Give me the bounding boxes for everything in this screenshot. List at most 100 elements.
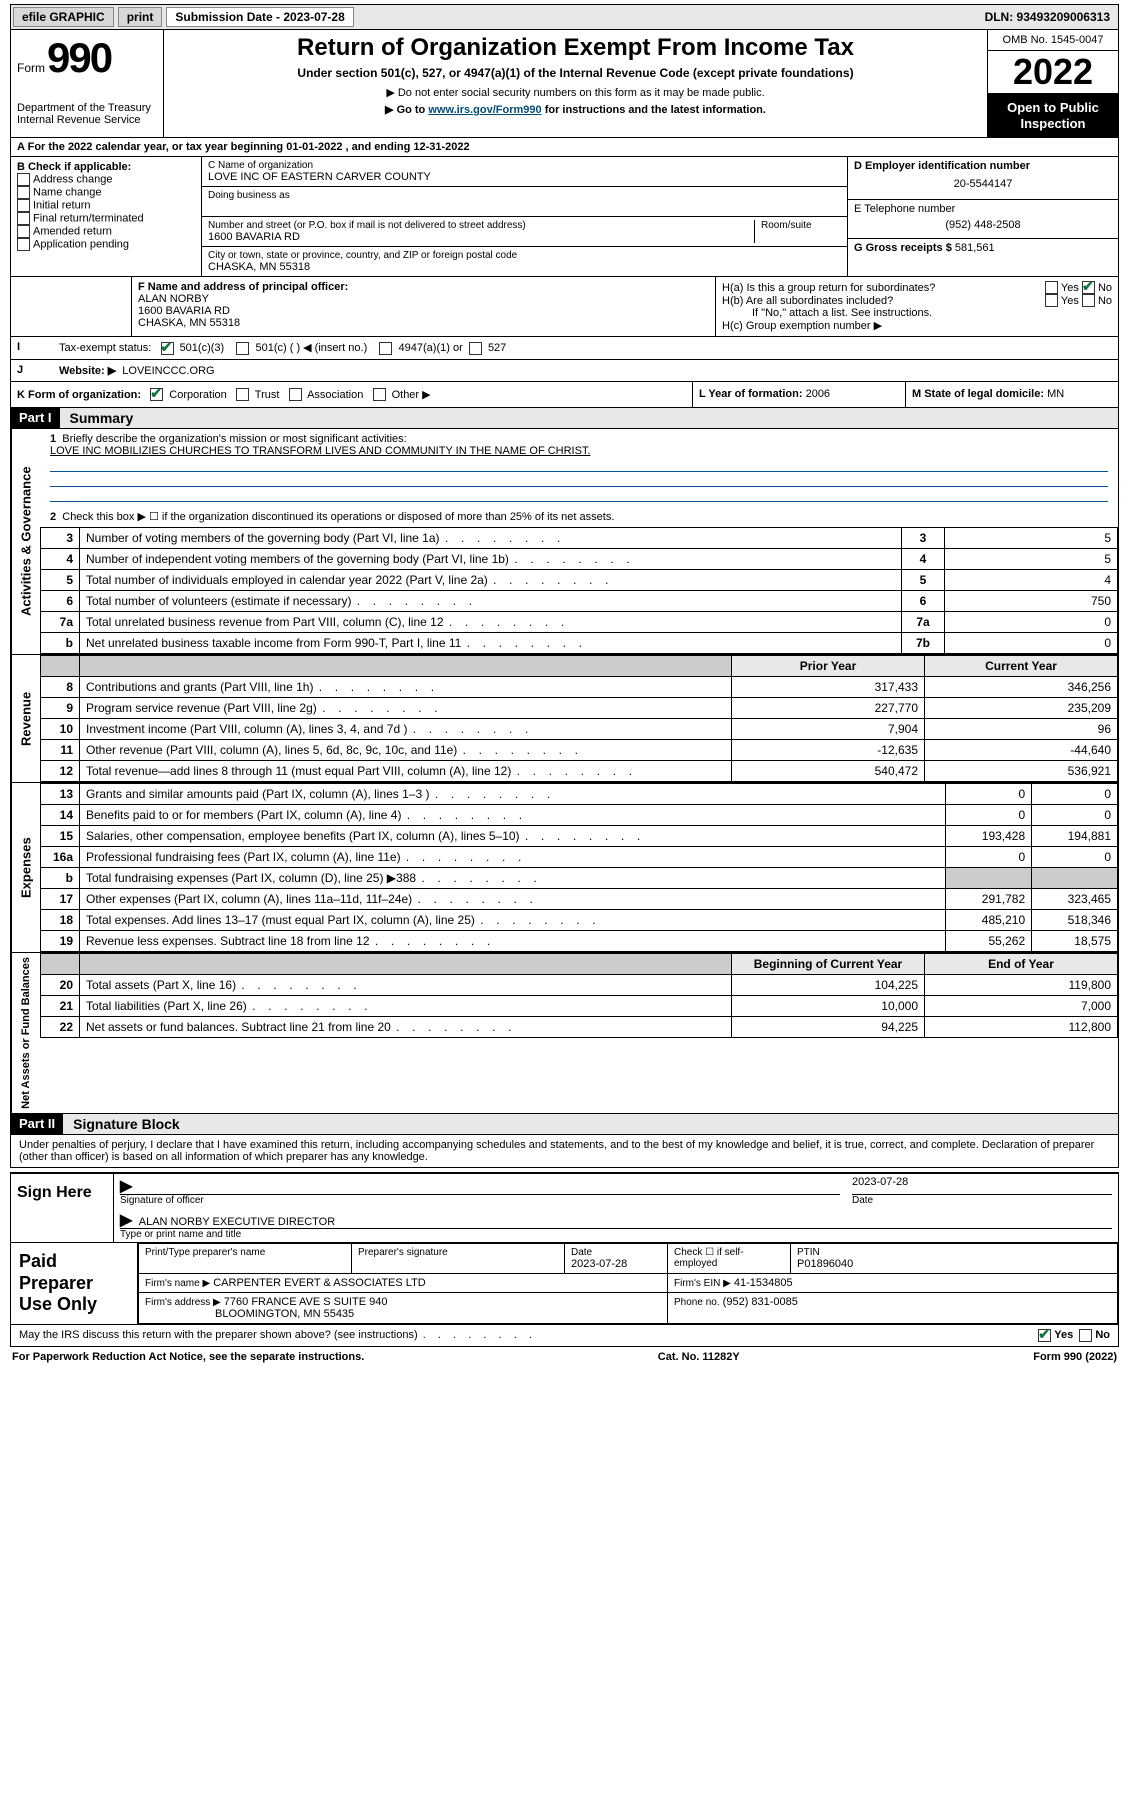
b-item-4: Amended return	[33, 226, 112, 238]
discuss-text: May the IRS discuss this return with the…	[19, 1329, 1038, 1342]
i-4947: 4947(a)(1) or	[399, 342, 463, 354]
part2-title: Signature Block	[63, 1114, 1118, 1134]
chk-assoc[interactable]	[289, 388, 302, 401]
chk-address-change[interactable]	[17, 173, 30, 186]
part1-title: Summary	[60, 408, 1118, 428]
city-label: City or town, state or province, country…	[208, 250, 841, 261]
k-trust: Trust	[255, 389, 280, 401]
firmein-lbl: Firm's EIN ▶	[674, 1278, 731, 1289]
officer-street: 1600 BAVARIA RD	[138, 305, 709, 317]
hb-note: If "No," attach a list. See instructions…	[722, 307, 1112, 319]
chk-501c3[interactable]	[161, 342, 174, 355]
side-rev: Revenue	[11, 655, 40, 782]
firmaddr-lbl: Firm's address ▶	[145, 1297, 221, 1308]
pcheck: Check ☐ if self-employed	[668, 1244, 791, 1274]
section-fh: F Name and address of principal officer:…	[10, 277, 1119, 337]
hb-no-lbl: No	[1098, 295, 1112, 307]
table-row: bTotal fundraising expenses (Part IX, co…	[41, 868, 1118, 889]
table-row: 10Investment income (Part VIII, column (…	[41, 719, 1118, 740]
line1-label: Briefly describe the organization's miss…	[62, 433, 406, 445]
table-row: bNet unrelated business taxable income f…	[41, 633, 1118, 654]
phone-value: (952) 448-2508	[854, 215, 1112, 235]
form990-link[interactable]: www.irs.gov/Form990	[428, 104, 541, 116]
officer-city: CHASKA, MN 55318	[138, 317, 709, 329]
chk-trust[interactable]	[236, 388, 249, 401]
declaration: Under penalties of perjury, I declare th…	[10, 1135, 1119, 1168]
form-word: Form	[17, 61, 45, 75]
section-bcde: B Check if applicable: Address change Na…	[10, 157, 1119, 277]
chk-527[interactable]	[469, 342, 482, 355]
ha-no[interactable]	[1082, 281, 1095, 294]
table-row: 12Total revenue—add lines 8 through 11 (…	[41, 761, 1118, 782]
side-net: Net Assets or Fund Balances	[11, 953, 40, 1113]
hb-yes-lbl: Yes	[1061, 295, 1079, 307]
g-label: G Gross receipts $	[854, 242, 952, 254]
chk-other[interactable]	[373, 388, 386, 401]
table-row: 3Number of voting members of the governi…	[41, 528, 1118, 549]
chk-app-pending[interactable]	[17, 238, 30, 251]
chk-initial-return[interactable]	[17, 199, 30, 212]
table-row: 8Contributions and grants (Part VIII, li…	[41, 677, 1118, 698]
chk-501c[interactable]	[236, 342, 249, 355]
chk-amended[interactable]	[17, 225, 30, 238]
goto-pre: ▶ Go to	[385, 104, 428, 116]
table-row: 19Revenue less expenses. Subtract line 1…	[41, 931, 1118, 952]
gross-receipts: 581,561	[955, 242, 995, 254]
dept-treasury: Department of the Treasury	[17, 102, 157, 114]
table-row: 20Total assets (Part X, line 16)104,2251…	[41, 975, 1118, 996]
tax-year: 2022	[988, 51, 1118, 94]
discuss-yes[interactable]	[1038, 1329, 1051, 1342]
b-item-0: Address change	[33, 174, 113, 186]
foot-right: Form 990 (2022)	[1033, 1351, 1117, 1363]
table-row: 16aProfessional fundraising fees (Part I…	[41, 847, 1118, 868]
discuss-no[interactable]	[1079, 1329, 1092, 1342]
hb-yes[interactable]	[1045, 294, 1058, 307]
ssn-warning: ▶ Do not enter social security numbers o…	[170, 86, 981, 99]
date-lbl: Date	[852, 1195, 1112, 1206]
hb-no[interactable]	[1082, 294, 1095, 307]
d-label: D Employer identification number	[854, 160, 1112, 172]
j-label: Website: ▶	[59, 365, 116, 377]
exp-table: 13Grants and similar amounts paid (Part …	[40, 783, 1118, 952]
paid-label: Paid Preparer Use Only	[11, 1243, 138, 1324]
foot-left: For Paperwork Reduction Act Notice, see …	[12, 1351, 364, 1363]
table-row: 17Other expenses (Part IX, column (A), l…	[41, 889, 1118, 910]
print-btn[interactable]: print	[118, 7, 163, 27]
paid-preparer-block: Paid Preparer Use Only Print/Type prepar…	[10, 1243, 1119, 1325]
b-item-1: Name change	[33, 187, 102, 199]
chk-4947[interactable]	[379, 342, 392, 355]
chk-corp[interactable]	[150, 388, 163, 401]
org-name: LOVE INC OF EASTERN CARVER COUNTY	[208, 171, 841, 183]
exp-block: Expenses 13Grants and similar amounts pa…	[10, 783, 1119, 953]
form-header: Form 990 Department of the Treasury Inte…	[10, 30, 1119, 138]
chk-final-return[interactable]	[17, 212, 30, 225]
firmaddr1: 7760 FRANCE AVE S SUITE 940	[224, 1296, 388, 1308]
gov-block: Activities & Governance 1 Briefly descri…	[10, 429, 1119, 655]
part2-header: Part II Signature Block	[10, 1114, 1119, 1135]
ha-no-lbl: No	[1098, 282, 1112, 294]
table-row: 18Total expenses. Add lines 13–17 (must …	[41, 910, 1118, 931]
b-label: B Check if applicable:	[17, 161, 195, 173]
form-title: Return of Organization Exempt From Incom…	[170, 34, 981, 62]
side-gov: Activities & Governance	[11, 429, 40, 654]
hb-label: H(b) Are all subordinates included?	[722, 295, 1045, 307]
form-number: 990	[47, 34, 111, 82]
efile-btn[interactable]: efile GRAPHIC	[13, 7, 114, 27]
table-row: 14Benefits paid to or for members (Part …	[41, 805, 1118, 826]
chk-name-change[interactable]	[17, 186, 30, 199]
omb-number: OMB No. 1545-0047	[988, 30, 1118, 51]
table-header: Beginning of Current YearEnd of Year	[41, 954, 1118, 975]
k-other: Other ▶	[392, 389, 431, 401]
ha-yes[interactable]	[1045, 281, 1058, 294]
ha-yes-lbl: Yes	[1061, 282, 1079, 294]
goto-post: for instructions and the latest informat…	[545, 104, 766, 116]
m-label: M State of legal domicile:	[912, 388, 1044, 400]
phone-lbl: Phone no.	[674, 1297, 720, 1308]
sig-officer-lbl: Signature of officer	[120, 1195, 840, 1206]
rev-table: Prior YearCurrent Year8Contributions and…	[40, 655, 1118, 782]
net-block: Net Assets or Fund Balances Beginning of…	[10, 953, 1119, 1114]
firmname-val: CARPENTER EVERT & ASSOCIATES LTD	[213, 1277, 426, 1289]
sig-date: 2023-07-28	[852, 1176, 1112, 1195]
l-label: L Year of formation:	[699, 388, 803, 400]
table-row: 11Other revenue (Part VIII, column (A), …	[41, 740, 1118, 761]
